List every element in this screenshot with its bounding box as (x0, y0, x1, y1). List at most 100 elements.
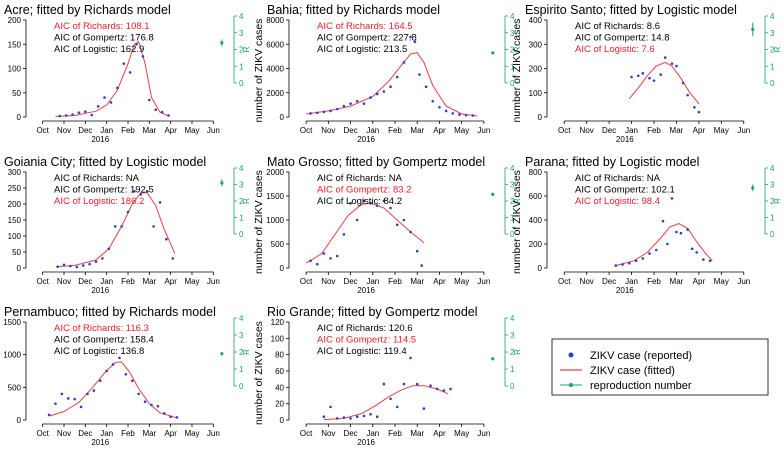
r-tick-label: 3 (239, 29, 244, 38)
y-axis-label: number of ZIKV cases (511, 170, 523, 274)
data-point (133, 189, 136, 193)
aic-text: AIC of Richards: NA (317, 173, 403, 184)
data-point (659, 73, 663, 76)
x-tick-label: Jan (625, 277, 638, 286)
data-point (621, 263, 624, 266)
data-point (335, 107, 339, 111)
r-tick-label: 0 (770, 79, 775, 88)
x-tick-label: Mar (142, 429, 156, 438)
data-point (375, 415, 379, 419)
x-tick-label: Oct (36, 126, 49, 135)
data-point (648, 252, 651, 255)
r-tick-label: 0 (510, 230, 515, 239)
x-tick-label: May (184, 429, 199, 438)
data-point (329, 405, 332, 409)
data-point (451, 112, 455, 115)
data-point (429, 384, 432, 388)
data-point (444, 109, 448, 113)
data-point (96, 105, 100, 108)
y-tick-label: 4000 (266, 65, 284, 74)
x-tick-label: Oct (300, 126, 313, 135)
r-tick-label: 0 (239, 79, 244, 88)
x-tick-label: May (184, 277, 199, 286)
data-point (641, 72, 645, 75)
r-axis-label: R (242, 46, 251, 52)
data-point (139, 193, 143, 196)
r-tick-label: 1 (510, 214, 515, 223)
x-tick-label: Nov (57, 277, 71, 286)
data-point (69, 264, 72, 268)
x-tick-label: Jun (477, 126, 490, 135)
r-axis-label: R (773, 46, 782, 52)
data-point (349, 102, 352, 105)
r-tick-label: 1 (770, 62, 775, 71)
x-tick-label: May (714, 277, 729, 286)
year-label: 2016 (91, 135, 109, 144)
aic-text: AIC of Logistic: 136.8 (54, 346, 144, 357)
panel-6: Pernambuco; fitted by Richards model 0 500… (0, 305, 251, 447)
panel-title: Espirito Santo; fitted by Logistic model (525, 3, 737, 17)
r-axis-label: R (773, 198, 782, 204)
x-tick-label: Jun (737, 126, 750, 135)
data-point (382, 199, 386, 203)
r-tick-label: 4 (770, 164, 775, 173)
data-point (382, 90, 386, 93)
data-point (369, 201, 372, 205)
x-tick-label: Feb (388, 126, 402, 135)
aic-text: AIC of Gompertz: 83.2 (317, 185, 412, 196)
y-tick-label: 100 (8, 232, 22, 241)
legend-fitted-label: ZIKV case (fitted) (590, 365, 675, 377)
y-tick-label: 500 (271, 240, 285, 249)
year-label: 2016 (616, 135, 634, 144)
r-tick-label: 2 (770, 46, 775, 55)
x-tick-label: Nov (57, 429, 71, 438)
y-tick-label: 0 (280, 416, 285, 425)
data-point (54, 402, 57, 405)
x-tick-label: Jan (366, 126, 379, 135)
panel-5: Parana; fitted by Logistic model02004006… (511, 155, 782, 295)
r-tick-label: 4 (770, 12, 775, 21)
y-tick-label: 1000 (3, 351, 21, 360)
legend-reported-label: ZIKV case (reported) (590, 350, 692, 362)
panel-4: Mato Grosso; fitted by Gompertz model 0 50… (253, 155, 522, 295)
r-point (220, 41, 224, 45)
y-tick-label: 400 (529, 16, 543, 25)
data-point (322, 252, 326, 255)
y-tick-label: 100 (529, 89, 543, 98)
data-point (375, 204, 379, 207)
fit-curve (48, 361, 178, 419)
y-axis-label: number of ZIKV cases (253, 19, 265, 123)
y-tick-label: 80 (275, 351, 284, 360)
data-point (395, 75, 399, 79)
data-point (126, 210, 130, 214)
r-axis-label: R (242, 349, 251, 355)
x-tick-label: Jun (477, 277, 490, 286)
fit-curve (628, 61, 700, 105)
data-point (154, 108, 158, 112)
data-point (64, 114, 68, 117)
data-point (116, 86, 119, 90)
x-tick-label: Feb (121, 277, 135, 286)
r-tick-label: 2 (510, 348, 515, 357)
data-point (92, 389, 96, 392)
x-tick-label: Nov (57, 126, 71, 135)
aic-text: AIC of Richards: 116.3 (54, 323, 149, 334)
r-tick-label: 0 (510, 79, 515, 88)
data-point (86, 392, 89, 396)
r-tick-label: 1 (510, 62, 515, 71)
y-tick-label: 120 (271, 318, 285, 327)
data-point (113, 225, 117, 228)
data-point (94, 260, 98, 263)
x-tick-label: May (184, 126, 199, 135)
data-point (362, 102, 366, 105)
x-tick-label: Mar (670, 126, 684, 135)
data-point (415, 382, 419, 386)
data-point (160, 110, 164, 114)
x-tick-label: Mar (670, 277, 684, 286)
aic-text: AIC of Gompertz: 227.8 (317, 33, 417, 44)
data-point (663, 56, 667, 59)
r-tick-label: 3 (510, 29, 515, 38)
data-point (145, 189, 149, 193)
y-tick-label: 200 (8, 16, 22, 25)
y-tick-label: 0 (280, 113, 285, 122)
